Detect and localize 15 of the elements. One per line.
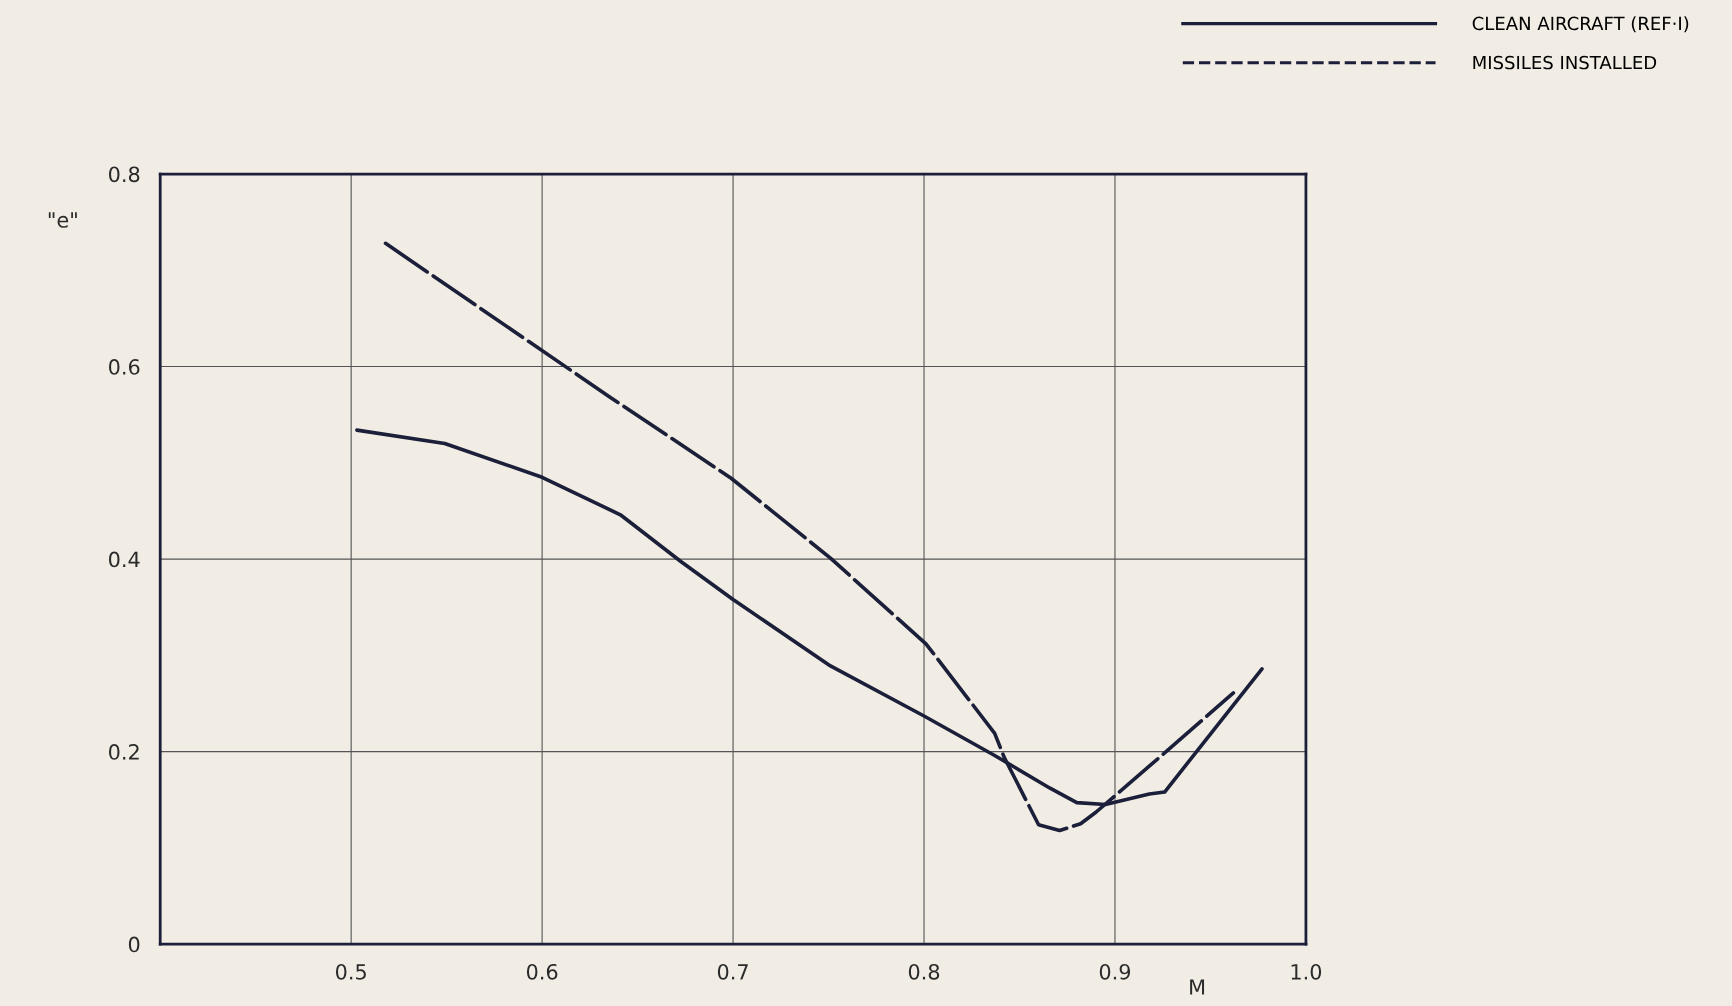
x-tick-label: 0.8	[908, 963, 940, 980]
y-axis-title: "e"	[48, 212, 77, 228]
text: CLEAN AIRCRAFT (REF·I)	[1472, 16, 1689, 33]
y-tick-label: 0.6	[109, 359, 140, 375]
y-tick-label: 0.8	[109, 166, 140, 183]
x-tick-label: 0.5	[335, 963, 366, 980]
y-tick-label: 0.2	[109, 744, 139, 760]
y-tick-label: 0.4	[109, 551, 140, 568]
x-tick-label: 0.6	[526, 963, 558, 980]
text: MISSILES INSTALLED	[1473, 55, 1657, 70]
x-tick-label: 0.9	[1099, 963, 1131, 980]
x-axis-title: M	[1190, 979, 1205, 995]
x-tick-label: 0.7	[717, 963, 748, 980]
y-tick-label: 0	[128, 936, 140, 953]
x-tick-label: 1.0	[1291, 963, 1322, 980]
